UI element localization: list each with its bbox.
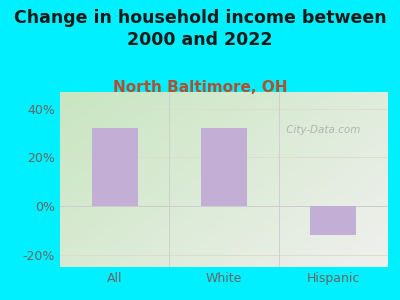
Text: Change in household income between
2000 and 2022: Change in household income between 2000 … <box>14 9 386 49</box>
Text: City-Data.com: City-Data.com <box>283 125 360 135</box>
Bar <box>201 128 247 206</box>
Bar <box>310 206 356 235</box>
Text: North Baltimore, OH: North Baltimore, OH <box>113 80 287 94</box>
Bar <box>92 128 138 206</box>
